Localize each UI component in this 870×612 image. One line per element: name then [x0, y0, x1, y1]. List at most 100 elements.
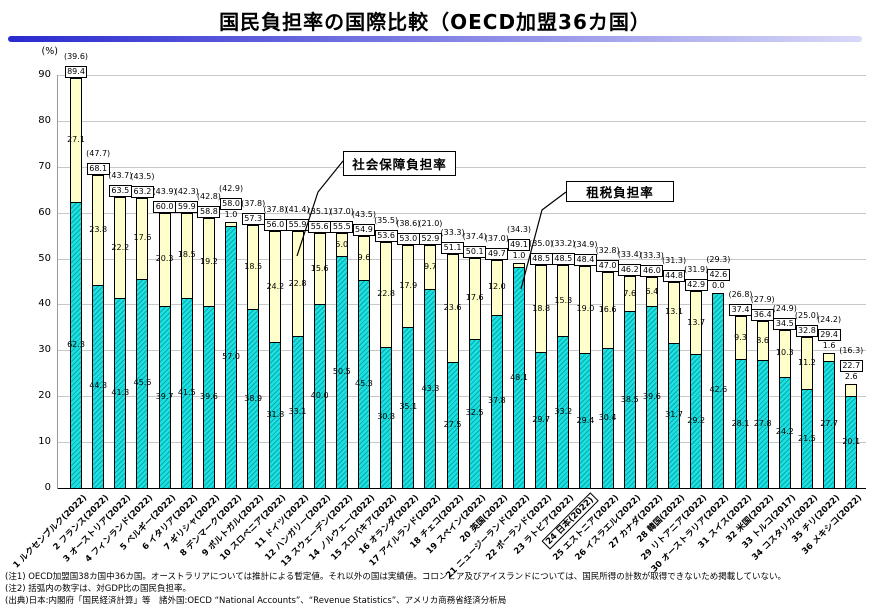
total-label: 59.9	[170, 199, 204, 214]
callout-social-security-text: 社会保障負担率	[352, 157, 447, 172]
gdp-ratio-label: (35.5)	[374, 216, 399, 226]
tax-value-label: 62.3	[67, 340, 85, 350]
bar-tax-segment	[712, 292, 725, 489]
bar-tax-segment	[845, 395, 858, 489]
total-label-box: 68.1	[86, 163, 110, 176]
total-label-box: 46.2	[618, 263, 642, 276]
bar-tax-segment	[92, 284, 105, 489]
tax-value-label: 39.7	[155, 391, 174, 401]
gridline-50	[57, 258, 866, 260]
bar-social-segment	[380, 242, 393, 348]
gdp-ratio-label: (29.3)	[706, 254, 731, 264]
social-value-label: 27.1	[67, 134, 85, 144]
social-value-label: 8.6	[756, 335, 769, 345]
bar-social-segment	[734, 316, 747, 361]
gdp-ratio-label: (31.9)	[684, 265, 709, 275]
y-tick-label-10: 10	[38, 436, 51, 448]
social-value-label: 1.6	[822, 341, 836, 351]
bar-social-segment	[114, 196, 127, 300]
social-value-label: 19.0	[576, 304, 595, 314]
bar-tax-segment	[357, 280, 370, 489]
tax-value-label: 33.1	[288, 407, 307, 417]
total-label-box: 29.4	[817, 329, 841, 342]
total-label-box: 42.6	[706, 268, 730, 281]
callout-tax-text: 租税負担率	[586, 185, 654, 200]
bar-tax-segment	[535, 351, 548, 489]
y-tick-label-60: 60	[38, 206, 51, 218]
bar-social-segment	[623, 275, 636, 313]
y-tick-label-20: 20	[38, 390, 51, 402]
bar-social-segment	[490, 259, 503, 316]
bar-social-segment	[158, 212, 171, 307]
tax-value-label: 27.5	[443, 419, 462, 429]
total-label: 47.0	[591, 258, 625, 273]
social-value-label: 17.9	[399, 280, 418, 290]
total-label-box: 63.2	[131, 185, 154, 198]
bar-tax-segment	[668, 342, 681, 489]
social-value-label: 9.7	[424, 262, 437, 272]
social-value-label: 17.6	[133, 233, 152, 243]
gdp-ratio-label: (21.0)	[418, 219, 443, 229]
bar-tax-segment	[690, 354, 703, 489]
tax-value-label: 48.1	[510, 372, 528, 382]
gdp-ratio-label: (42.8)	[196, 192, 221, 202]
bar-tax-segment	[557, 335, 570, 489]
total-label: 63.2	[125, 184, 159, 198]
total-label: 51.1	[436, 240, 470, 254]
bar-tax-segment	[756, 360, 769, 489]
social-value-label: 22.8	[288, 278, 307, 288]
bar-tax-segment	[380, 346, 393, 489]
source-line: (出典)日本:内閣府「国民経済計算」等 諸外国:OECD “National A…	[5, 596, 507, 606]
total-label: 58.0	[214, 196, 248, 210]
tax-value-label: 31.8	[266, 410, 285, 420]
bar-tax-segment	[225, 226, 238, 489]
tax-value-label: 24.2	[775, 427, 794, 437]
total-label: 52.9	[413, 231, 447, 246]
total-label-box: 63.5	[108, 184, 132, 197]
bar-social-segment	[756, 320, 769, 362]
bar-tax-segment	[468, 338, 481, 489]
total-label-box: 48.4	[574, 253, 597, 266]
social-value-label: 10.3	[775, 348, 794, 358]
gdp-ratio-label: (37.4)	[462, 232, 487, 242]
tax-value-label: 41.5	[177, 387, 196, 397]
bar-social-segment	[845, 383, 858, 397]
social-value-label: 7.6	[623, 288, 637, 298]
bar-social-segment	[92, 175, 105, 286]
bar-tax-segment	[402, 326, 415, 489]
gdp-ratio-label: (32.8)	[595, 246, 620, 256]
tax-value-label: 50.5	[332, 367, 351, 377]
gdp-ratio-label: (25.0)	[794, 311, 819, 321]
page-title: 国民負担率の国際比較（OECD加盟36カ国）	[219, 10, 651, 34]
total-label-box: 36.4	[751, 308, 775, 321]
bar-social-segment	[247, 225, 260, 311]
tax-value-label: 21.5	[798, 433, 816, 443]
bar-social-segment	[468, 258, 481, 340]
total-label: 58.8	[192, 204, 226, 219]
total-label-box: 53.0	[396, 232, 420, 245]
tax-value-label: 42.6	[709, 385, 728, 395]
y-tick-label-40: 40	[38, 298, 51, 310]
total-label: 56.0	[258, 217, 292, 232]
social-value-label: 9.3	[734, 332, 747, 342]
tax-value-label: 44.3	[89, 381, 108, 391]
tax-value-label: 38.5	[620, 394, 639, 404]
social-value-label: 6.4	[645, 286, 659, 296]
gridline-20	[57, 396, 866, 398]
bar-tax-segment	[313, 304, 326, 489]
social-value-label: 23.8	[89, 225, 108, 235]
tax-value-label: 29.2	[687, 416, 706, 425]
tax-value-label: 40.0	[310, 391, 329, 401]
gdp-ratio-label: (43.9)	[152, 186, 177, 196]
bar-tax-segment	[136, 278, 149, 489]
total-label-box: 52.9	[418, 233, 442, 246]
gdp-ratio-label: (27.9)	[750, 294, 775, 304]
total-label: 36.4	[746, 307, 780, 321]
gdp-ratio-label: (39.6)	[63, 51, 89, 61]
total-label-box: 47.0	[596, 260, 619, 273]
gdp-ratio-label: (42.3)	[174, 187, 199, 197]
social-value-label: 2.6	[844, 371, 858, 381]
tax-value-label: 43.3	[421, 383, 440, 393]
tax-value-label: 35.1	[399, 402, 418, 412]
total-label: 89.4	[59, 64, 93, 78]
